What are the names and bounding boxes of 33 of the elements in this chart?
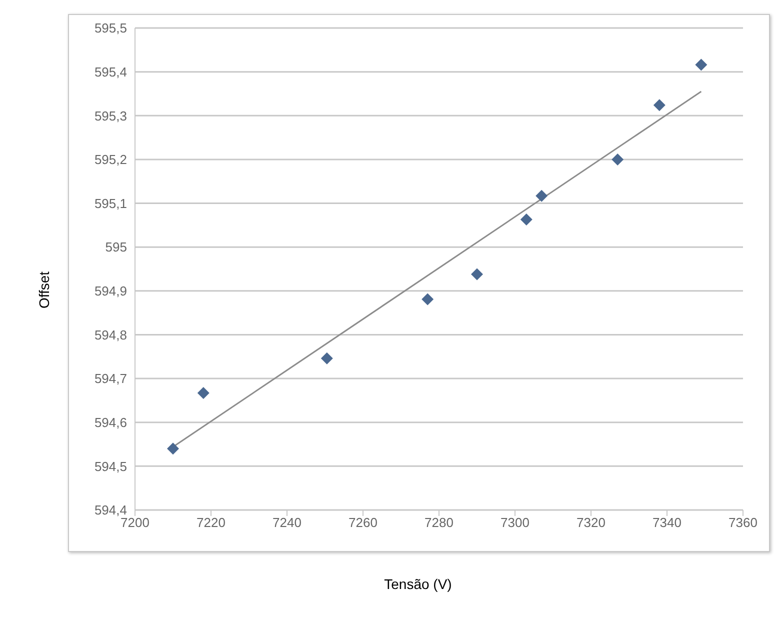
point — [167, 442, 179, 455]
x-tick-label: 7220 — [196, 515, 226, 530]
point — [320, 352, 333, 364]
x-tick-label: 7200 — [120, 515, 150, 530]
x-axis-title: Tensão (V) — [383, 576, 453, 592]
x-tick-label: 7320 — [576, 515, 606, 530]
y-tick-label: 595,2 — [94, 152, 127, 168]
y-tick-label: 595,4 — [94, 64, 127, 80]
x-tick-label: 7280 — [424, 515, 454, 530]
point — [653, 99, 666, 112]
y-tick-label: 594,9 — [94, 284, 127, 299]
y-tick-label: 595,5 — [94, 20, 127, 36]
point — [536, 190, 548, 202]
point — [471, 268, 483, 280]
y-tick-label: 594,5 — [94, 458, 127, 474]
y-tick-label: 594,8 — [94, 327, 127, 342]
y-tick-label: 595,3 — [94, 108, 127, 124]
point — [422, 293, 434, 306]
x-tick-label: 7360 — [728, 515, 758, 530]
x-tick-label: 7300 — [500, 515, 530, 530]
y-tick-label: 595,1 — [94, 196, 127, 211]
y-tick-label: 594,6 — [94, 414, 127, 430]
point — [520, 213, 532, 226]
x-tick-label: 7260 — [348, 515, 378, 530]
x-tick-label: 7240 — [272, 515, 302, 530]
y-tick-label: 594,7 — [94, 371, 127, 386]
point — [612, 153, 624, 166]
point — [695, 58, 708, 71]
y-tick-label: 595 — [105, 240, 127, 255]
x-tick-label: 7340 — [652, 515, 682, 530]
point — [197, 387, 210, 400]
y-tick-label: 594,4 — [94, 502, 127, 518]
y-axis-title: Offset — [36, 270, 52, 311]
